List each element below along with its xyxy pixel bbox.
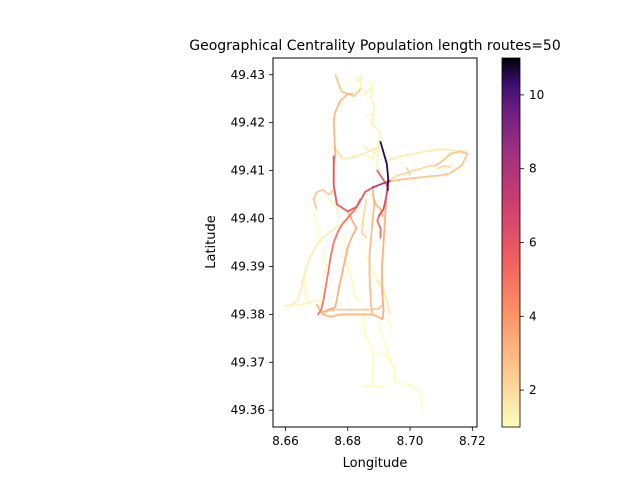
route-segment-35 (343, 236, 363, 301)
route-segment-30 (284, 198, 362, 307)
y-tick-label: 49.41 (231, 164, 265, 178)
route-segment-22 (317, 198, 362, 316)
route-segment-29 (328, 198, 340, 215)
colorbar-tick-label: 4 (529, 309, 537, 323)
chart-title: Geographical Centrality Population lengt… (189, 38, 561, 54)
route-segment-9 (334, 186, 374, 213)
y-axis: 49.36 49.37 49.38 49.39 49.40 49.41 49.42 49.43 (231, 68, 273, 417)
route-segment-17 (388, 164, 436, 182)
route-segment-20 (384, 148, 467, 162)
route-segment-32 (290, 299, 323, 307)
route-segment-21 (437, 164, 452, 170)
route-segment-41 (387, 318, 393, 330)
route-lines (284, 73, 469, 409)
route-segment-12 (379, 141, 390, 191)
route-segment-24 (321, 289, 384, 313)
route-segment-4 (340, 145, 380, 160)
y-axis-label: Latitude (204, 215, 219, 269)
x-tick-label: 8.68 (334, 434, 361, 448)
x-tick-label: 8.72 (459, 434, 486, 448)
route-segment-0 (354, 73, 382, 172)
route-segment-42 (376, 279, 391, 316)
y-tick-label: 49.42 (231, 116, 265, 130)
colorbar (501, 57, 521, 428)
x-axis: 8.66 8.68 8.70 8.72 (272, 427, 486, 448)
route-segment-26 (360, 198, 368, 239)
route-segment-40 (360, 384, 386, 389)
route-segment-28 (312, 188, 335, 210)
plot-frame (272, 57, 478, 428)
route-segment-15 (368, 186, 376, 316)
route-segment-25 (315, 303, 384, 321)
route-segment-2 (365, 113, 377, 129)
colorbar-tick-label: 8 (529, 162, 537, 176)
y-tick-label: 49.36 (231, 403, 265, 417)
route-segment-34 (321, 251, 329, 277)
route-segment-23 (321, 210, 358, 313)
route-segment-11 (376, 169, 390, 191)
route-segment-16 (381, 188, 388, 321)
route-segment-13 (378, 188, 389, 217)
route-segment-39 (378, 323, 424, 409)
colorbar-tick-label: 10 (529, 88, 544, 102)
y-tick-label: 49.40 (231, 212, 265, 226)
route-segment-14 (376, 215, 382, 239)
route-segment-8 (332, 155, 337, 196)
colorbar-tick-label: 2 (529, 383, 537, 397)
x-tick-label: 8.70 (397, 434, 424, 448)
route-segment-19 (406, 167, 411, 176)
colorbar-tick-label: 6 (529, 236, 537, 250)
y-tick-label: 49.43 (231, 68, 265, 82)
y-tick-label: 49.39 (231, 259, 265, 273)
y-tick-label: 49.38 (231, 307, 265, 321)
colorbar-axis: 2 4 6 8 10 (520, 88, 544, 397)
route-segment-33 (312, 212, 321, 244)
x-tick-label: 8.66 (272, 434, 299, 448)
y-tick-label: 49.37 (231, 355, 265, 369)
route-segment-37 (362, 306, 376, 388)
route-segment-7 (332, 93, 354, 186)
x-axis-label: Longitude (343, 456, 408, 471)
route-segment-18 (388, 150, 469, 183)
